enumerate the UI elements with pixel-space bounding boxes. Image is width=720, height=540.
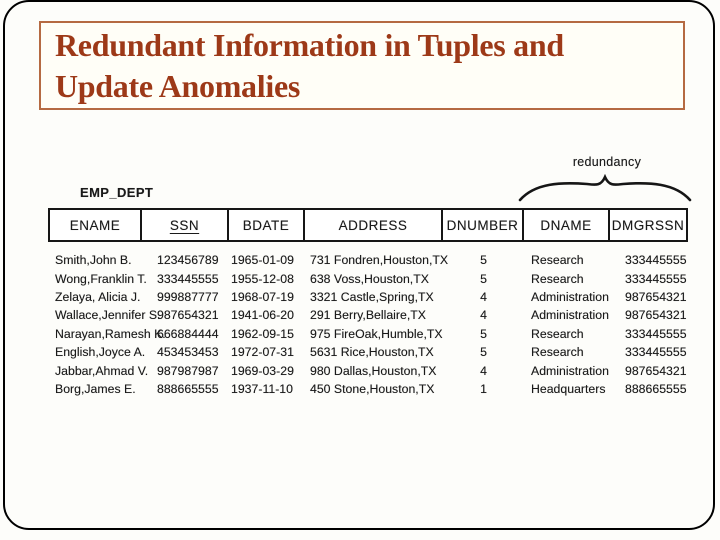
table-cell: Headquarters	[531, 381, 606, 396]
redundancy-brace-icon	[518, 174, 692, 202]
table-cell: 1941-06-20	[231, 308, 294, 323]
column-header-label: ADDRESS	[338, 217, 408, 233]
column-header-dmgrssn: DMGRSSN	[610, 208, 688, 242]
table-cell: 1965-01-09	[231, 253, 294, 268]
table-cell: 1962-09-15	[231, 326, 294, 341]
table-row: English,Joyce A. 453453453 1972-07-31 5631 …	[48, 343, 688, 361]
table-cell: 1969-03-29	[231, 363, 294, 378]
table-cell: 987654321	[625, 363, 687, 378]
table-row: Borg,James E. 888665555 1937-11-10 450 Ston…	[48, 380, 688, 398]
table-cell: 450 Stone,Houston,TX	[310, 381, 435, 396]
table-cell: 888665555	[157, 381, 219, 396]
table-cell: English,Joyce A.	[55, 345, 146, 360]
table-body: Smith,John B. 123456789 1965-01-09 731 Fond…	[48, 251, 688, 398]
table-cell: 333445555	[157, 271, 219, 286]
table-cell: Research	[531, 271, 584, 286]
column-header-dname: DNAME	[524, 208, 610, 242]
table-cell: 291 Berry,Bellaire,TX	[310, 308, 426, 323]
table-cell: Wallace,Jennifer S.	[55, 308, 161, 323]
column-header-label: DNUMBER	[446, 217, 519, 233]
table-cell: Research	[531, 253, 584, 268]
table-row: Zelaya, Alicia J. 999887777 1968-07-19 3321…	[48, 288, 688, 306]
table-cell: 333445555	[625, 271, 687, 286]
table-cell: 666884444	[157, 326, 219, 341]
table-cell: 638 Voss,Houston,TX	[310, 271, 429, 286]
table-cell: 975 FireOak,Humble,TX	[310, 326, 443, 341]
column-header-label: BDATE	[242, 217, 290, 233]
table-cell: 987654321	[625, 308, 687, 323]
column-header-label: SSN	[169, 217, 200, 233]
table-cell: 1937-11-10	[231, 381, 293, 396]
table-cell: 731 Fondren,Houston,TX	[310, 253, 449, 268]
table-cell: Smith,John B.	[55, 253, 132, 268]
table-cell: 333445555	[625, 253, 687, 268]
table-cell: 987654321	[625, 289, 687, 304]
table-cell: Administration	[531, 308, 609, 323]
column-header-dnumber: DNUMBER	[443, 208, 524, 242]
table-cell: 5	[480, 326, 487, 341]
table-cell: Borg,James E.	[55, 381, 136, 396]
table-cell: 4	[480, 289, 487, 304]
column-header-ssn: SSN	[142, 208, 229, 242]
table-cell: Administration	[531, 363, 609, 378]
column-header-address: ADDRESS	[305, 208, 443, 242]
table-cell: 5631 Rice,Houston,TX	[310, 345, 434, 360]
table-cell: 5	[480, 253, 487, 268]
table-cell: 333445555	[625, 345, 687, 360]
table-row: Wallace,Jennifer S. 987654321 1941-06-20 29…	[48, 306, 688, 324]
table-cell: 987987987	[157, 363, 219, 378]
table-cell: 1955-12-08	[231, 271, 294, 286]
table-cell: 3321 Castle,Spring,TX	[310, 289, 434, 304]
table-cell: Research	[531, 326, 584, 341]
title-box: Redundant Information in Tuples and Upda…	[39, 21, 685, 110]
table-header-row: ENAME SSN BDATE ADDRESS DNUMBER DNAME DMGRSSN	[48, 208, 688, 242]
table-cell: Administration	[531, 289, 609, 304]
table-cell: 333445555	[625, 326, 687, 341]
table-cell: Wong,Franklin T.	[55, 271, 147, 286]
redundancy-annotation-label: redundancy	[572, 155, 642, 169]
column-header-ename: ENAME	[48, 208, 142, 242]
page-title-line-1: Redundant Information in Tuples and	[55, 27, 564, 63]
table-cell: 4	[480, 308, 487, 323]
column-header-bdate: BDATE	[229, 208, 305, 242]
page-title-line-2: Update Anomalies	[55, 68, 300, 104]
table-cell: 999887777	[157, 289, 219, 304]
table-row: Narayan,Ramesh K. 666884444 1962-09-15 975 …	[48, 325, 688, 343]
table-cell: 5	[480, 345, 487, 360]
table-cell: Zelaya, Alicia J.	[55, 289, 141, 304]
table-row: Jabbar,Ahmad V. 987987987 1969-03-29 980 Da…	[48, 361, 688, 379]
column-header-label: DNAME	[540, 217, 592, 233]
table-cell: Narayan,Ramesh K.	[55, 326, 166, 341]
column-header-label: DMGRSSN	[611, 217, 685, 233]
table-cell: 1968-07-19	[231, 289, 294, 304]
table-cell: 888665555	[625, 381, 687, 396]
column-header-label: ENAME	[69, 217, 121, 233]
table-cell: 123456789	[157, 253, 219, 268]
table-name-label: EMP_DEPT	[80, 185, 154, 200]
table-cell: 453453453	[157, 345, 219, 360]
table-cell: Jabbar,Ahmad V.	[55, 363, 149, 378]
table-cell: 1972-07-31	[231, 345, 294, 360]
table-cell: 987654321	[157, 308, 219, 323]
table-cell: Research	[531, 345, 584, 360]
table-cell: 5	[480, 271, 487, 286]
table-row: Smith,John B. 123456789 1965-01-09 731 Fond…	[48, 251, 688, 269]
table-cell: 1	[480, 381, 487, 396]
table-cell: 4	[480, 363, 487, 378]
table-cell: 980 Dallas,Houston,TX	[310, 363, 437, 378]
table-row: Wong,Franklin T. 333445555 1955-12-08 638 V…	[48, 269, 688, 287]
